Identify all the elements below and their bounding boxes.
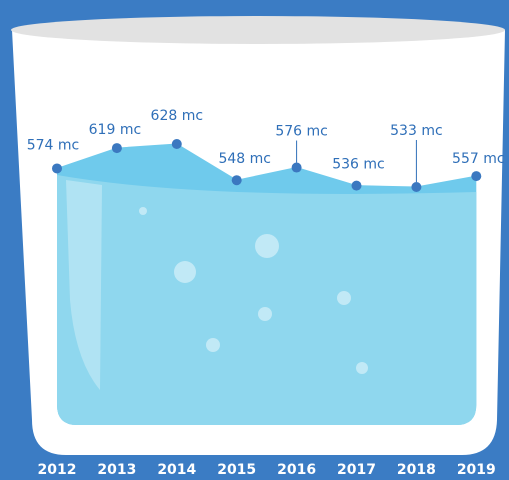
value-label: 536 mc [332,157,385,173]
bubble [337,291,351,305]
x-tick-label: 2019 [457,462,496,478]
glass-rim [11,16,505,44]
bubble [356,362,368,374]
point [411,182,422,192]
bubble [206,338,220,352]
x-tick-label: 2017 [337,462,376,478]
value-label: 576 mc [275,124,328,140]
x-tick-label: 2016 [277,462,316,478]
glass-reflection [66,180,102,390]
x-tick-label: 2013 [97,462,136,478]
value-label: 557 mc [452,151,505,167]
x-tick-label: 2014 [157,462,196,478]
point [111,143,122,154]
bubble [258,307,272,321]
value-label: 574 mc [27,137,80,153]
point [471,171,482,182]
marks: 574 mc 2012 619 mc 2013 628 mc 2014 548 mc 2015… [27,108,505,478]
point [291,162,302,173]
bubble [255,234,279,258]
value-label: 548 mc [218,151,271,167]
point [351,180,362,191]
point [171,139,182,149]
bubble [139,207,147,215]
water [57,144,477,425]
point [52,163,62,174]
value-label: 619 mc [89,122,142,138]
point [231,175,242,186]
x-tick-label: 2018 [397,462,436,478]
x-tick-label: 2015 [217,462,256,478]
line [56,143,477,188]
value-label: 533 mc [390,123,443,139]
x-tick-label: 2012 [38,462,77,478]
value-label: 628 mc [151,108,204,124]
bubble [174,261,196,283]
water-body [57,175,477,425]
